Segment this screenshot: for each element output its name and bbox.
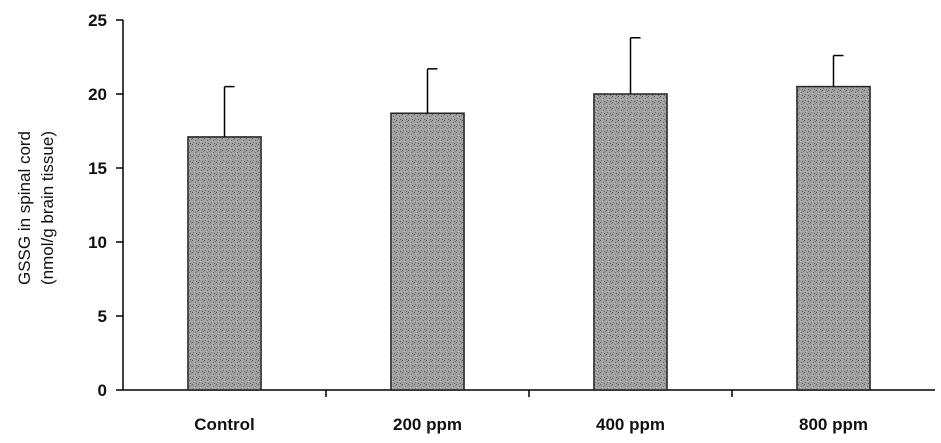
error-bar <box>629 37 641 94</box>
y-axis-title: GSSG in spinal cord (nmol/g brain tissue… <box>15 131 57 285</box>
x-category-label: Control <box>194 415 254 434</box>
category-labels: Control 200 ppm 400 ppm 800 ppm <box>194 415 868 434</box>
error-bar <box>426 68 438 114</box>
bar <box>187 136 262 391</box>
y-axis-title-line2: (nmol/g brain tissue) <box>38 131 57 285</box>
y-axis-title-line1: GSSG in spinal cord <box>15 131 34 285</box>
error-bar <box>223 85 235 137</box>
y-tick-label: 5 <box>98 307 107 326</box>
y-tick-label: 20 <box>88 85 107 104</box>
y-tick-label: 0 <box>98 381 107 400</box>
bar <box>390 112 465 391</box>
y-tick-label: 10 <box>88 233 107 252</box>
x-category-label: 400 ppm <box>596 415 665 434</box>
x-category-label: 800 ppm <box>799 415 868 434</box>
y-axis: 0 5 10 15 20 25 <box>88 11 124 400</box>
x-category-label: 200 ppm <box>393 415 462 434</box>
x-axis <box>123 389 935 397</box>
bar <box>796 85 871 391</box>
bars <box>187 85 871 391</box>
error-bars <box>223 37 844 137</box>
y-tick-label: 25 <box>88 11 107 30</box>
bar <box>593 93 668 391</box>
y-tick-label: 15 <box>88 159 107 178</box>
error-bar <box>832 54 844 87</box>
